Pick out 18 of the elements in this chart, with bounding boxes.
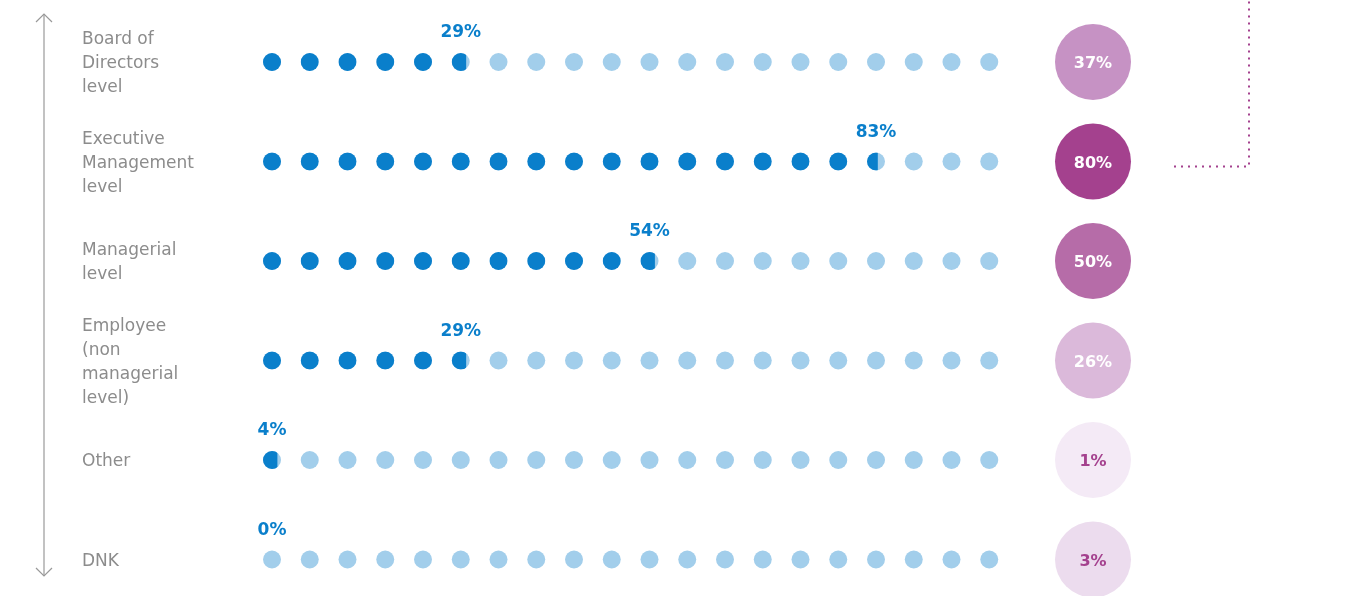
category-label: Board of Directors level [82,28,160,96]
data-label: 80% [1073,152,1113,172]
category-label: DNK [82,549,120,570]
data-label: 3% [1079,550,1107,570]
category-label: Employee (non managerial level) [82,314,179,407]
data-label: 83% [855,120,897,141]
data-label: 29% [440,21,482,41]
data-label: 50% [1073,252,1113,271]
data-label: 26% [1073,351,1113,371]
data-label: 54% [629,220,670,240]
data-label: 37% [1073,53,1113,72]
data-label: 1% [1079,451,1107,470]
data-label: 4% [257,419,287,439]
category-label: Managerial level [82,239,177,283]
data-label: 0% [257,518,287,539]
category-label: Other [82,450,131,470]
category-label: Executive Management level [82,127,195,196]
data-label: 29% [440,319,482,340]
